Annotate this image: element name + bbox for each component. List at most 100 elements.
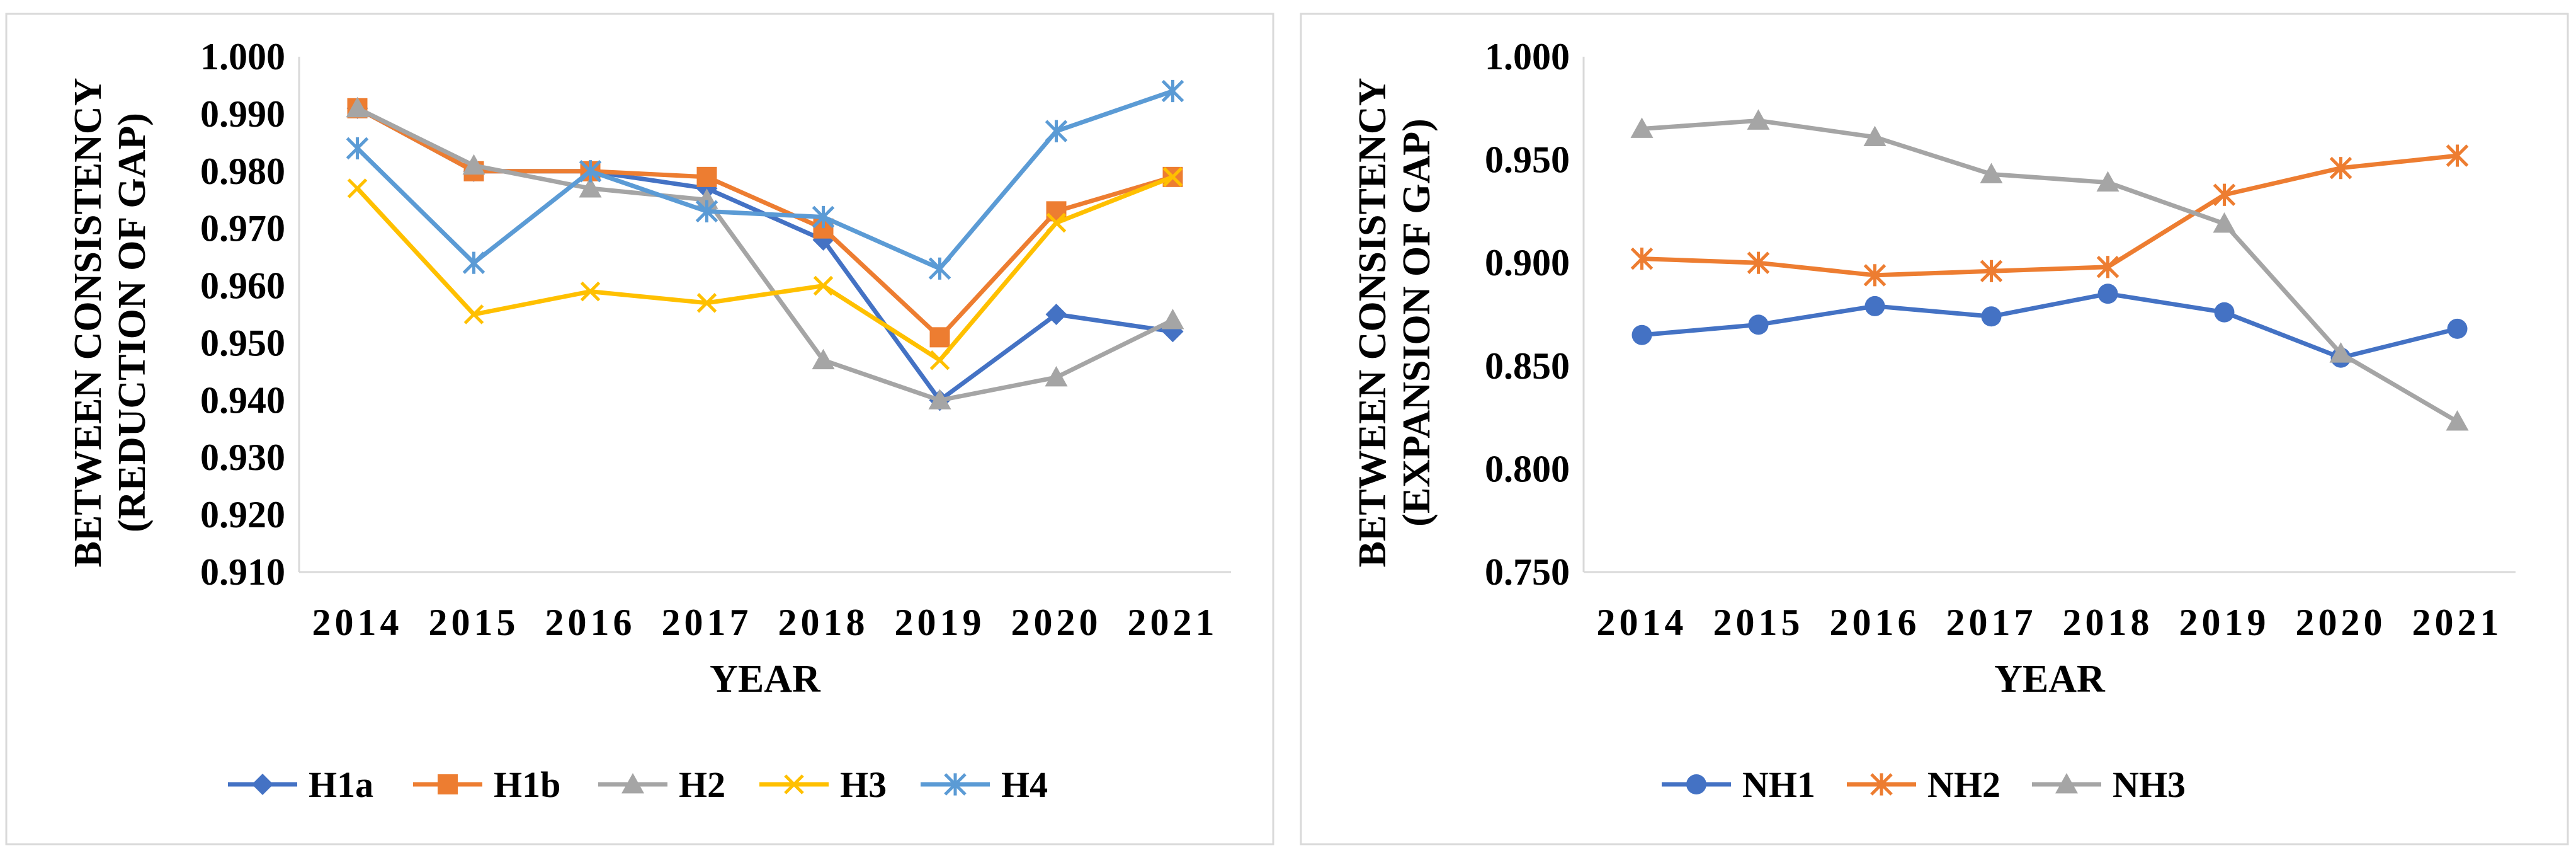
chart1-series-line-h4 [356, 89, 1174, 271]
chart1-legend-marker-h2 [621, 773, 644, 794]
chart1-xtick-label: 2014 [312, 602, 403, 643]
chart1-point-h2 [1045, 365, 1068, 387]
chart1-xtick-label: 2019 [895, 602, 985, 643]
chart1-point-h3 [347, 178, 368, 198]
chart2-point-nh3 [2213, 212, 2236, 233]
chart2-legend-label-nh2: NH2 [1927, 764, 2000, 805]
chart2-point-nh3 [1863, 125, 1887, 147]
chart1-point-h4 [579, 160, 602, 183]
chart1-xtick-label: 2018 [778, 602, 869, 643]
chart1-ytick-label: 0.920 [200, 494, 285, 536]
chart1-xtick-label: 2015 [429, 602, 519, 643]
chart1-legend-label-h3: H3 [840, 764, 887, 805]
chart1-ytick-label: 0.970 [200, 208, 285, 249]
chart2-xtick-label: 2020 [2296, 602, 2386, 643]
chart2-point-nh1 [1631, 324, 1652, 345]
chart2-ylabel-line2: (EXPANSION OF GAP) [1395, 118, 1438, 527]
chart1-frame [5, 13, 1274, 845]
chart2-point-nh1 [1748, 314, 1769, 335]
chart1-xtick-label: 2021 [1128, 602, 1218, 643]
chart2-ytick-label: 0.950 [1485, 139, 1570, 181]
chart1-point-h2 [928, 389, 951, 410]
chart2-xtick-label: 2016 [1830, 602, 1921, 643]
chart1-point-h4 [812, 205, 835, 229]
chart1-ylabel-line2: (REDUCTION OF GAP) [111, 113, 154, 532]
chart1-legend-label-h4: H4 [1001, 764, 1048, 805]
chart2-plot: 0.750 0.800 0.850 0.900 0.950 1.000 2014 2015 20… [1485, 36, 2516, 805]
chart2-ylabel-line1: BETWEEN CONSISTENCY [1351, 78, 1394, 568]
chart1-point-h2 [462, 154, 485, 175]
chart1-ytick-label: 0.950 [200, 322, 285, 364]
chart2-ytick-label: 0.800 [1485, 448, 1570, 490]
chart2-legend-marker-nh2 [1870, 773, 1893, 796]
chart2-xlabel: YEAR [1994, 658, 2106, 701]
chart1-xtick-label: 2020 [1011, 602, 1102, 643]
chart1-point-h4 [1045, 120, 1068, 142]
chart2-xtick-label: 2019 [2179, 602, 2270, 643]
chart1-legend-marker-h3 [784, 774, 804, 794]
chart1-point-h3 [580, 281, 601, 302]
chart2-series-line-nh3 [1642, 118, 2459, 424]
chart1-legend-label-h1b: H1b [494, 764, 560, 805]
chart2-legend-marker-nh1 [1686, 774, 1706, 794]
chart2-point-nh2 [2329, 156, 2352, 180]
chart1-ytick-label: 0.990 [200, 93, 285, 135]
chart2-point-nh1 [1864, 295, 1885, 316]
chart1-legend-marker-h1b [438, 774, 458, 794]
chart2-point-nh1 [1981, 306, 2002, 327]
chart2-point-nh1 [2447, 318, 2468, 339]
chart1-plot: 0.910 0.920 0.930 0.940 0.950 0.960 0.970 0.980… [200, 36, 1231, 805]
chart2-xtick-label: 2015 [1713, 602, 1804, 643]
chart1-legend-marker-h1a [252, 774, 273, 795]
chart1-ytick-label: 0.980 [200, 151, 285, 192]
chart1-point-h2 [812, 348, 835, 370]
chart1-ytick-label: 1.000 [200, 36, 285, 77]
chart1-point-h4 [928, 257, 951, 280]
chart1-point-h3 [463, 304, 484, 324]
chart2-point-nh3 [1747, 109, 1770, 130]
chart2-legend-marker-nh3 [2055, 773, 2078, 794]
chart2-point-nh2 [1863, 264, 1887, 287]
chart2-point-nh2 [1747, 251, 1770, 274]
chart1-xlabel: YEAR [710, 658, 821, 701]
chart1-point-h3 [1046, 212, 1067, 233]
chart2-series-line-nh2 [1642, 153, 2458, 278]
chart1-point-h1b [696, 166, 717, 187]
chart1-point-h4 [1161, 79, 1184, 103]
chart2-point-nh2 [1980, 260, 2003, 283]
chart2-xtick-label: 2021 [2412, 602, 2503, 643]
chart1-ytick-label: 0.930 [200, 437, 285, 478]
chart2-point-nh3 [2446, 410, 2469, 431]
chart2-xtick-label: 2018 [2063, 602, 2153, 643]
chart2-point-nh2 [2446, 144, 2469, 167]
chart1-point-h3 [696, 293, 717, 313]
chart1-point-h2 [346, 96, 369, 118]
chart1-point-h3 [929, 350, 950, 370]
chart2-ytick-label: 0.900 [1485, 242, 1570, 284]
chart2-legend-label-nh3: NH3 [2113, 764, 2186, 805]
chart2-xtick-label: 2017 [1946, 602, 2037, 643]
chart1-point-h3 [1162, 167, 1183, 187]
chart1-xtick-label: 2016 [545, 602, 636, 643]
chart2-point-nh3 [2329, 342, 2352, 363]
chart2-ytick-label: 0.850 [1485, 345, 1570, 387]
chart1-series-line-h3 [355, 175, 1174, 363]
chart1-point-h3 [813, 275, 834, 296]
chart1-point-h4 [462, 251, 485, 274]
chart1-ytick-label: 0.910 [200, 551, 285, 593]
chart1-point-h4 [695, 200, 718, 223]
chart1-ytick-label: 0.960 [200, 265, 285, 307]
chart2-point-nh1 [2214, 302, 2235, 323]
chart1-point-h4 [346, 137, 369, 160]
chart2-series-line-nh1 [1642, 291, 2458, 360]
chart1-point-h2 [579, 177, 602, 198]
chart1-xtick-label: 2017 [662, 602, 752, 643]
chart2-frame [1300, 13, 2569, 845]
chart2-point-nh1 [2097, 284, 2118, 304]
chart1-point-h1b [929, 327, 950, 348]
chart1-series-line-h2 [356, 106, 1174, 403]
chart1-point-h2 [1161, 309, 1184, 329]
chart1-legend-label-h1a: H1a [309, 764, 373, 805]
chart2-point-nh2 [2096, 255, 2119, 278]
